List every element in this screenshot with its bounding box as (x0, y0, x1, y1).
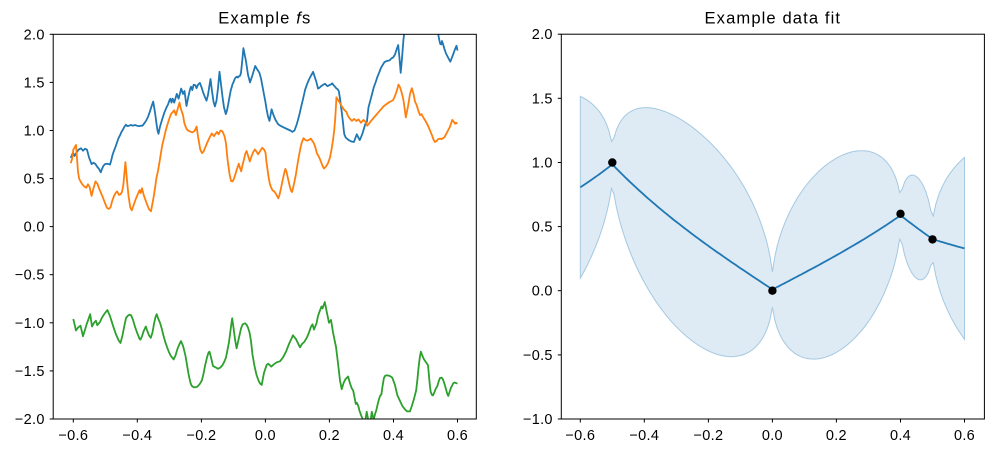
svg-text:−0.2: −0.2 (693, 428, 723, 444)
svg-text:0.5: 0.5 (24, 172, 45, 188)
svg-text:−0.4: −0.4 (122, 428, 152, 444)
svg-text:0.0: 0.0 (255, 428, 276, 444)
svg-text:2.0: 2.0 (532, 27, 553, 43)
svg-text:0.0: 0.0 (24, 220, 45, 236)
svg-text:0.0: 0.0 (762, 428, 783, 444)
svg-text:0.2: 0.2 (319, 428, 340, 444)
svg-text:−0.2: −0.2 (186, 428, 216, 444)
svg-text:0.6: 0.6 (447, 428, 468, 444)
svg-text:0.4: 0.4 (890, 428, 911, 444)
svg-text:1.5: 1.5 (24, 75, 45, 91)
svg-text:1.5: 1.5 (532, 91, 553, 107)
svg-text:1.0: 1.0 (24, 124, 45, 140)
svg-text:Example data fit: Example data fit (705, 9, 842, 28)
svg-text:−1.0: −1.0 (523, 412, 553, 428)
svg-text:−2.0: −2.0 (15, 412, 45, 428)
svg-text:0.6: 0.6 (954, 428, 975, 444)
svg-text:2.0: 2.0 (24, 27, 45, 43)
svg-text:−1.5: −1.5 (15, 364, 45, 380)
svg-text:−0.5: −0.5 (15, 268, 45, 284)
svg-text:Example fs: Example fs (218, 9, 311, 28)
svg-text:−0.4: −0.4 (629, 428, 659, 444)
svg-text:1.0: 1.0 (532, 156, 553, 172)
svg-text:−0.6: −0.6 (565, 428, 595, 444)
svg-text:0.2: 0.2 (826, 428, 847, 444)
svg-text:−0.5: −0.5 (523, 348, 553, 364)
svg-text:−0.6: −0.6 (58, 428, 88, 444)
svg-text:0.5: 0.5 (532, 220, 553, 236)
svg-text:−1.0: −1.0 (15, 316, 45, 332)
svg-text:0.0: 0.0 (532, 284, 553, 300)
svg-text:0.4: 0.4 (383, 428, 404, 444)
